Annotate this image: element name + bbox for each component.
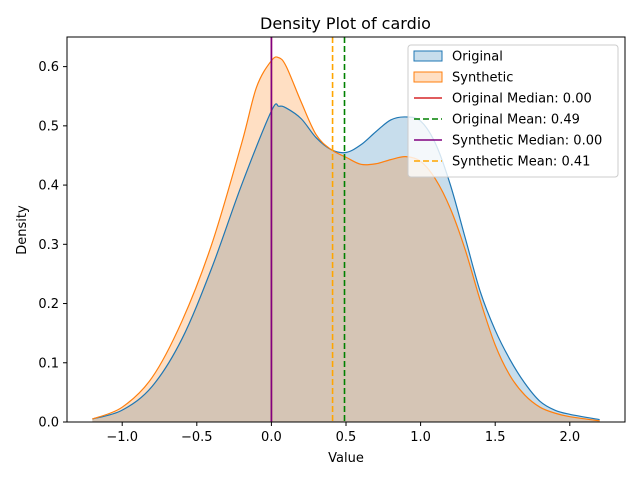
y-axis: 0.0 0.1 0.2 0.3 0.4 0.5 0.6 [38,60,67,431]
x-tick-label: 2.0 [559,430,580,445]
x-tick-label: −0.5 [181,430,213,445]
legend-label: Synthetic [452,71,513,86]
y-tick-label: 0.5 [38,119,59,134]
y-axis-label: Density [15,205,30,255]
x-tick-label: 0.0 [261,430,282,445]
density-line-original [92,103,600,421]
y-tick-label: 0.1 [38,356,59,371]
x-axis: −1.0 −0.5 0.0 0.5 1.0 1.5 2.0 [106,422,580,445]
legend-label: Synthetic Mean: 0.41 [452,155,590,170]
density-line-synthetic [92,56,600,422]
legend-box [407,44,619,178]
legend-label: Original Median: 0.00 [452,92,592,107]
x-tick-label: 0.5 [336,430,357,445]
y-tick-label: 0.3 [38,238,59,253]
plot-lines [92,37,600,422]
y-tick-label: 0.4 [38,179,59,194]
legend-label: Original [452,50,503,65]
plot-areas [92,56,600,422]
legend-swatch [413,50,443,62]
chart-title: Density Plot of cardio [260,14,431,33]
y-tick-label: 0.2 [38,297,59,312]
density-area-synthetic [92,56,600,422]
density-area-original [92,103,600,422]
legend-swatch [413,71,443,83]
legend: Original Synthetic Original Median: 0.00 Or… [407,44,619,178]
x-tick-label: 1.5 [485,430,506,445]
y-tick-label: 0.0 [38,416,59,431]
x-tick-label: −1.0 [106,430,138,445]
x-tick-label: 1.0 [410,430,431,445]
legend-label: Synthetic Median: 0.00 [452,134,602,149]
x-axis-label: Value [328,451,364,466]
legend-label: Original Mean: 0.49 [452,113,580,128]
y-tick-label: 0.6 [38,60,59,75]
